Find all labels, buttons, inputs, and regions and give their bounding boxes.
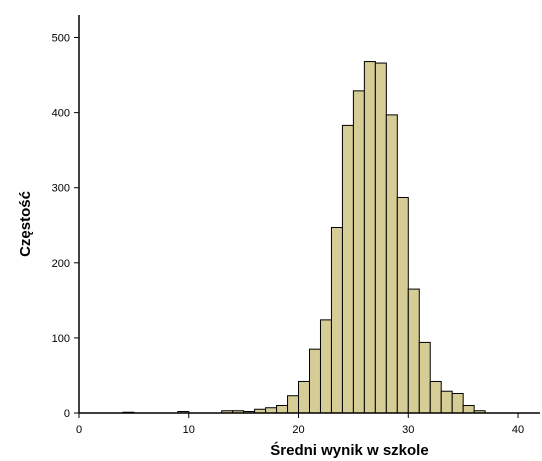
- x-tick-label: 40: [512, 424, 524, 436]
- histogram-bar: [407, 288, 420, 414]
- x-tick-label: 10: [183, 424, 195, 436]
- histogram-bar: [418, 341, 431, 414]
- x-axis-ticks: 0 10 20 30 40: [76, 413, 524, 436]
- y-tick-label: 200: [52, 258, 70, 270]
- histogram-bar: [298, 380, 310, 414]
- x-tick-label: 30: [402, 424, 414, 436]
- histogram-bar: [276, 404, 289, 414]
- histogram-bar: [287, 395, 300, 414]
- y-axis-ticks: 0 100 200 300 400 500: [52, 33, 79, 420]
- x-tick-label: 20: [292, 424, 304, 436]
- histogram-bar: [309, 348, 321, 414]
- histogram-bar: [352, 90, 365, 414]
- x-tick-label: 0: [76, 424, 82, 436]
- y-axis-title: Częstość: [17, 191, 34, 257]
- histogram-bar: [451, 392, 464, 414]
- histogram-bar: [265, 407, 278, 414]
- y-tick-label: 0: [64, 408, 70, 420]
- histogram-bar: [319, 319, 332, 414]
- histogram-bar: [462, 404, 475, 414]
- axes: [78, 15, 540, 414]
- histogram-bars: [122, 61, 486, 414]
- y-tick-label: 300: [52, 183, 70, 195]
- y-tick-label: 400: [52, 108, 70, 120]
- histogram-bar: [363, 61, 376, 414]
- histogram-bar: [385, 114, 398, 414]
- histogram-bar: [341, 124, 354, 414]
- y-tick-label: 500: [52, 33, 70, 45]
- x-axis-title: Średni wynik w szkole: [270, 441, 428, 459]
- histogram-bar: [396, 196, 409, 414]
- histogram-bar: [374, 62, 387, 414]
- histogram-bar: [440, 390, 453, 414]
- histogram-bar: [330, 227, 343, 414]
- y-tick-label: 100: [52, 333, 70, 345]
- histogram-bar: [429, 380, 442, 414]
